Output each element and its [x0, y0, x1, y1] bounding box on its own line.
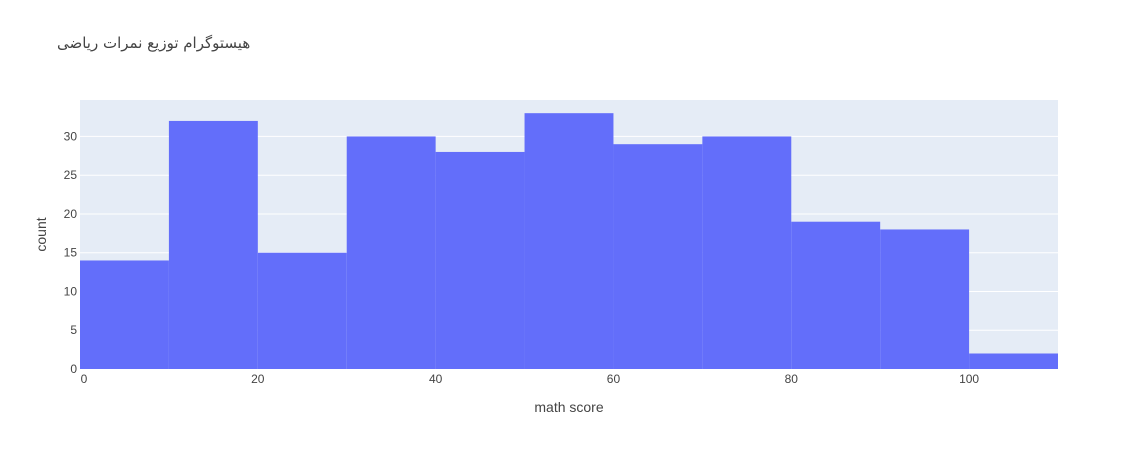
histogram-bar — [80, 260, 169, 369]
y-tick-label: 30 — [64, 129, 78, 143]
y-tick-label: 20 — [64, 207, 78, 221]
x-tick-label: 100 — [959, 372, 979, 386]
y-tick-label: 15 — [64, 246, 78, 260]
histogram-bar — [168, 120, 258, 369]
x-tick-label: 60 — [607, 372, 621, 386]
histogram-bar — [613, 144, 703, 369]
histogram-bar — [435, 151, 525, 369]
x-tick-label: 40 — [429, 372, 443, 386]
bars — [80, 113, 1058, 369]
histogram-bar — [791, 221, 881, 369]
y-tick-labels: 0 5 10 15 20 25 30 — [64, 129, 78, 376]
y-tick-label: 5 — [70, 323, 77, 337]
chart-title: هیستوگرام توزیع نمرات ریاضی — [57, 34, 251, 52]
histogram-bar — [969, 353, 1058, 369]
histogram-bar — [880, 229, 970, 369]
y-tick-label: 25 — [64, 168, 78, 182]
x-tick-label: 80 — [785, 372, 799, 386]
y-axis-title: count — [33, 217, 49, 251]
y-tick-label: 0 — [70, 362, 77, 376]
y-tick-label: 10 — [64, 284, 78, 298]
histogram-bar — [702, 136, 792, 369]
x-axis-title: math score — [534, 399, 603, 415]
histogram-bar — [257, 252, 347, 369]
x-tick-labels: 0 20 40 60 80 100 — [81, 372, 980, 386]
histogram-bar — [524, 113, 614, 369]
x-tick-label: 0 — [81, 372, 88, 386]
x-tick-label: 20 — [251, 372, 265, 386]
histogram-bar — [346, 136, 436, 369]
